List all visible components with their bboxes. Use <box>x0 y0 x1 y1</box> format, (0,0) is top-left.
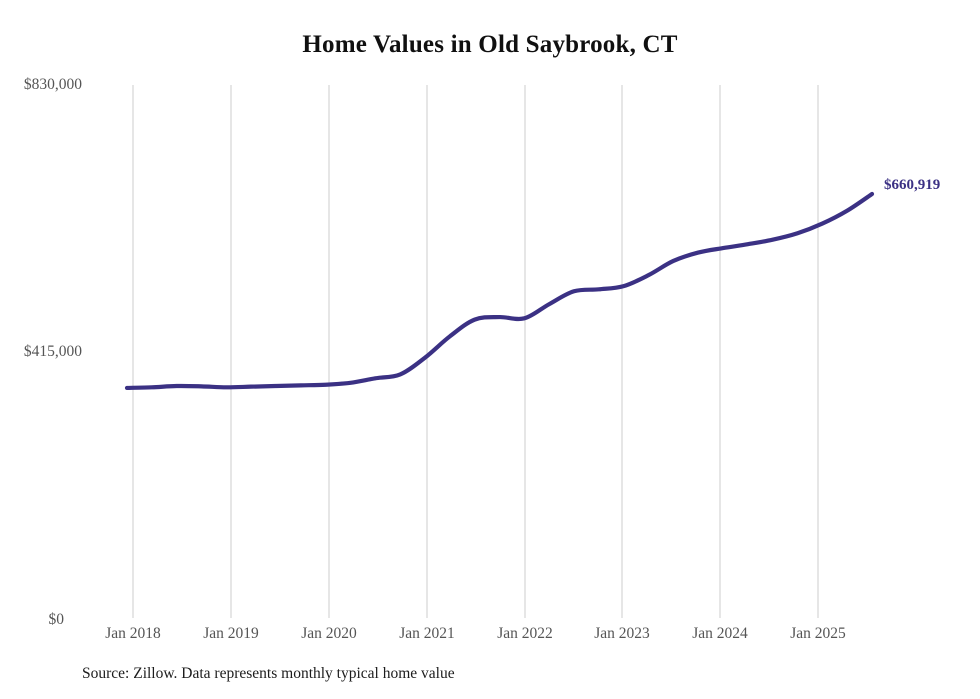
y-tick-label-zero: $0 <box>48 611 65 628</box>
y-tick-label-max: $830,000 <box>23 76 82 93</box>
x-tick-label-jan-2018: Jan 2018 <box>105 625 161 642</box>
x-tick-label-jan-2020: Jan 2020 <box>301 625 357 642</box>
x-tick-label-jan-2024: Jan 2024 <box>692 625 748 642</box>
y-tick-label-mid: $415,000 <box>23 343 82 360</box>
x-tick-label-jan-2022: Jan 2022 <box>497 625 553 642</box>
source-note: Source: Zillow. Data represents monthly … <box>82 665 455 682</box>
x-gridlines <box>132 85 819 618</box>
x-tick-label-jan-2023: Jan 2023 <box>594 625 650 642</box>
chart-title: Home Values in Old Saybrook, CT <box>302 31 678 58</box>
end-value-label: $660,919 <box>884 177 941 193</box>
x-tick-label-jan-2025: Jan 2025 <box>790 625 846 642</box>
x-tick-label-jan-2019: Jan 2019 <box>203 625 259 642</box>
x-tick-label-jan-2021: Jan 2021 <box>399 625 455 642</box>
data-series-line <box>124 191 875 391</box>
